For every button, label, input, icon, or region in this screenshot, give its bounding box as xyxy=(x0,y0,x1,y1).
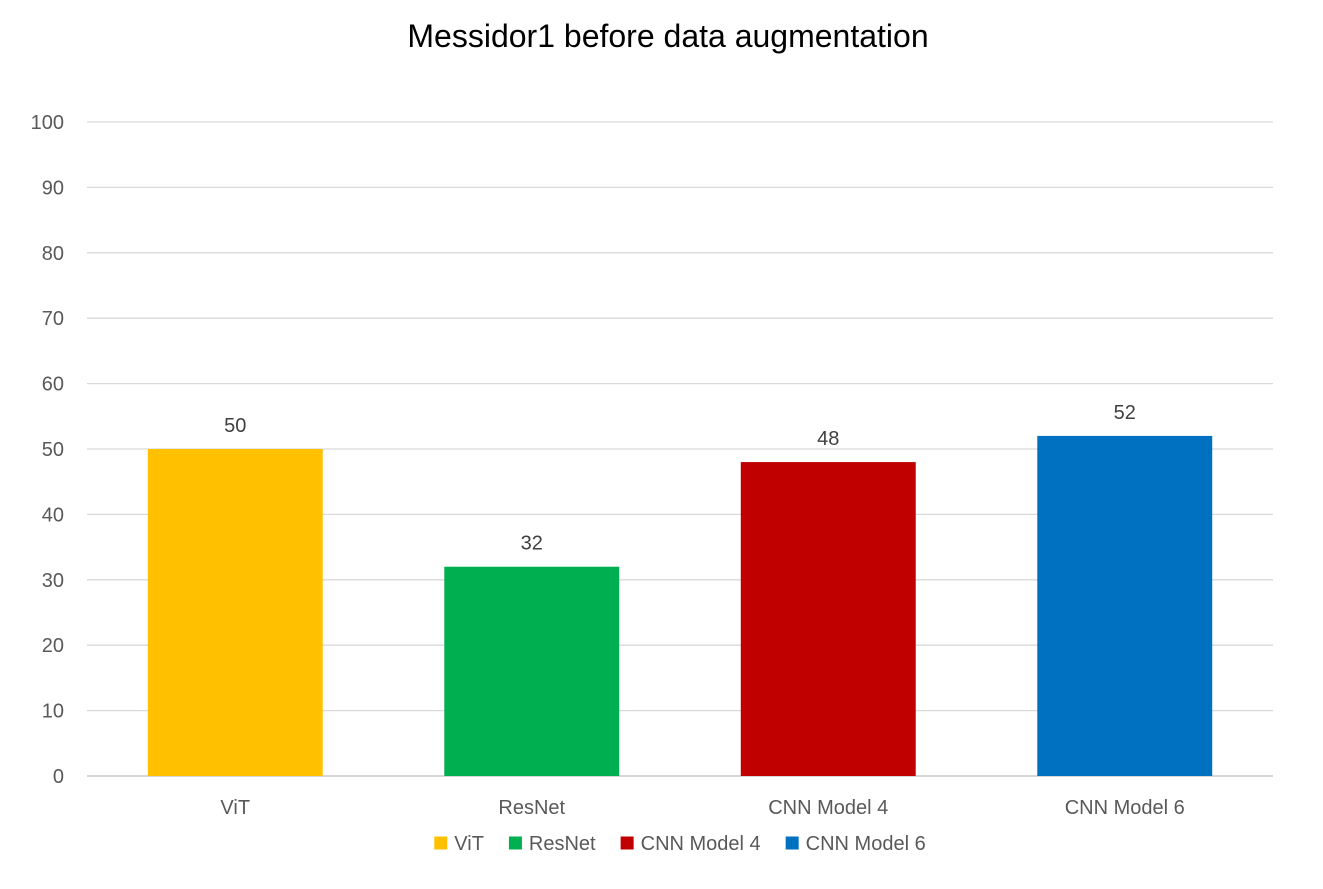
legend-label: ResNet xyxy=(529,833,596,855)
data-label: 32 xyxy=(521,533,543,555)
legend-swatch xyxy=(785,836,799,850)
y-tick-label: 70 xyxy=(42,308,64,330)
legend-swatch xyxy=(508,836,522,850)
x-category-label: ResNet xyxy=(498,797,565,819)
legend-label: ViT xyxy=(454,833,484,855)
y-tick-label: 60 xyxy=(42,374,64,396)
y-tick-label: 30 xyxy=(42,570,64,592)
legend-swatch xyxy=(620,836,634,850)
legend: ViT ResNet CNN Model 4 CNN Model 6 xyxy=(434,833,926,855)
y-tick-label: 20 xyxy=(42,635,64,657)
bar xyxy=(1037,435,1213,776)
x-axis-categories: ViT ResNet CNN Model 4 CNN Model 6 xyxy=(220,797,1184,819)
y-tick-label: 0 xyxy=(53,766,64,788)
x-category-label: CNN Model 6 xyxy=(1065,797,1185,819)
bar xyxy=(444,566,620,776)
y-tick-label: 50 xyxy=(42,439,64,461)
legend-swatch xyxy=(434,836,448,850)
legend-label: CNN Model 6 xyxy=(806,833,926,855)
data-label: 50 xyxy=(224,415,246,437)
x-category-label: CNN Model 4 xyxy=(768,797,888,819)
y-tick-label: 40 xyxy=(42,504,64,526)
bar xyxy=(740,462,916,776)
data-label: 52 xyxy=(1114,402,1136,424)
data-label: 48 xyxy=(817,428,839,450)
x-category-label: ViT xyxy=(220,797,250,819)
bars xyxy=(147,435,1213,776)
legend-label: CNN Model 4 xyxy=(641,833,761,855)
chart-title: Messidor1 before data augmentation xyxy=(407,18,928,54)
y-tick-label: 90 xyxy=(42,177,64,199)
bar xyxy=(147,449,323,776)
data-labels: 50 32 48 52 xyxy=(224,402,1136,555)
y-axis-ticks: 0 10 20 30 40 50 60 70 80 90 100 xyxy=(31,112,64,788)
y-tick-label: 100 xyxy=(31,112,64,134)
y-tick-label: 80 xyxy=(42,243,64,265)
y-tick-label: 10 xyxy=(42,701,64,723)
